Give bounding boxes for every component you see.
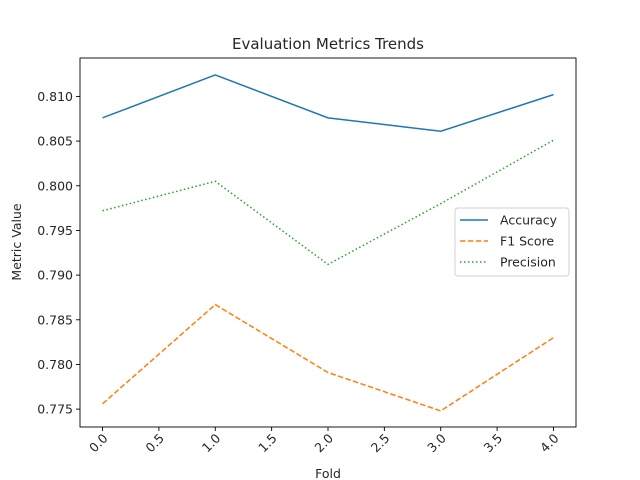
series-1-point-2 — [326, 370, 331, 375]
y-tick-label: 0.785 — [37, 312, 73, 327]
series-line-precision — [102, 139, 554, 266]
legend-box — [454, 207, 570, 277]
y-tick-label: 0.810 — [37, 89, 73, 104]
plot-area — [100, 72, 556, 413]
y-axis: 0.775 0.780 0.785 0.790 0.795 0.800 0.805 0.810 — [37, 89, 80, 417]
x-axis-label: Fold — [315, 466, 341, 480]
series-1-point-0 — [100, 401, 105, 406]
series-0-point-4 — [551, 92, 556, 97]
y-tick-label: 0.795 — [37, 223, 73, 238]
series-0-point-3 — [438, 129, 443, 134]
series-1-point-1 — [213, 302, 218, 307]
series-line-accuracy — [102, 74, 554, 133]
series-0-point-2 — [326, 115, 331, 120]
y-axis-label: Metric Value — [9, 203, 24, 280]
series-line-f1-score — [102, 303, 554, 412]
y-tick-label: 0.780 — [37, 357, 73, 372]
series-2-point-1 — [213, 179, 218, 184]
legend-label-f1-score: F1 Score — [500, 234, 554, 249]
series-2-point-2 — [326, 262, 331, 267]
series-2-point-3 — [438, 201, 443, 206]
legend-label-accuracy: Accuracy — [500, 213, 558, 228]
series-0-point-1 — [213, 72, 218, 77]
y-tick-label: 0.800 — [37, 178, 73, 193]
series-1-point-3 — [438, 408, 443, 413]
series-2-point-0 — [100, 208, 105, 213]
y-tick-label: 0.790 — [37, 268, 73, 283]
chart-title: Evaluation Metrics Trends — [232, 35, 424, 53]
legend-label-precision: Precision — [500, 255, 556, 270]
legend: Accuracy F1 Score Precision — [454, 207, 570, 277]
series-1-point-4 — [551, 335, 556, 340]
series-2-point-4 — [551, 138, 556, 143]
series-0-point-0 — [100, 115, 105, 120]
y-tick-label: 0.775 — [37, 402, 73, 417]
y-tick-label: 0.805 — [37, 134, 73, 149]
